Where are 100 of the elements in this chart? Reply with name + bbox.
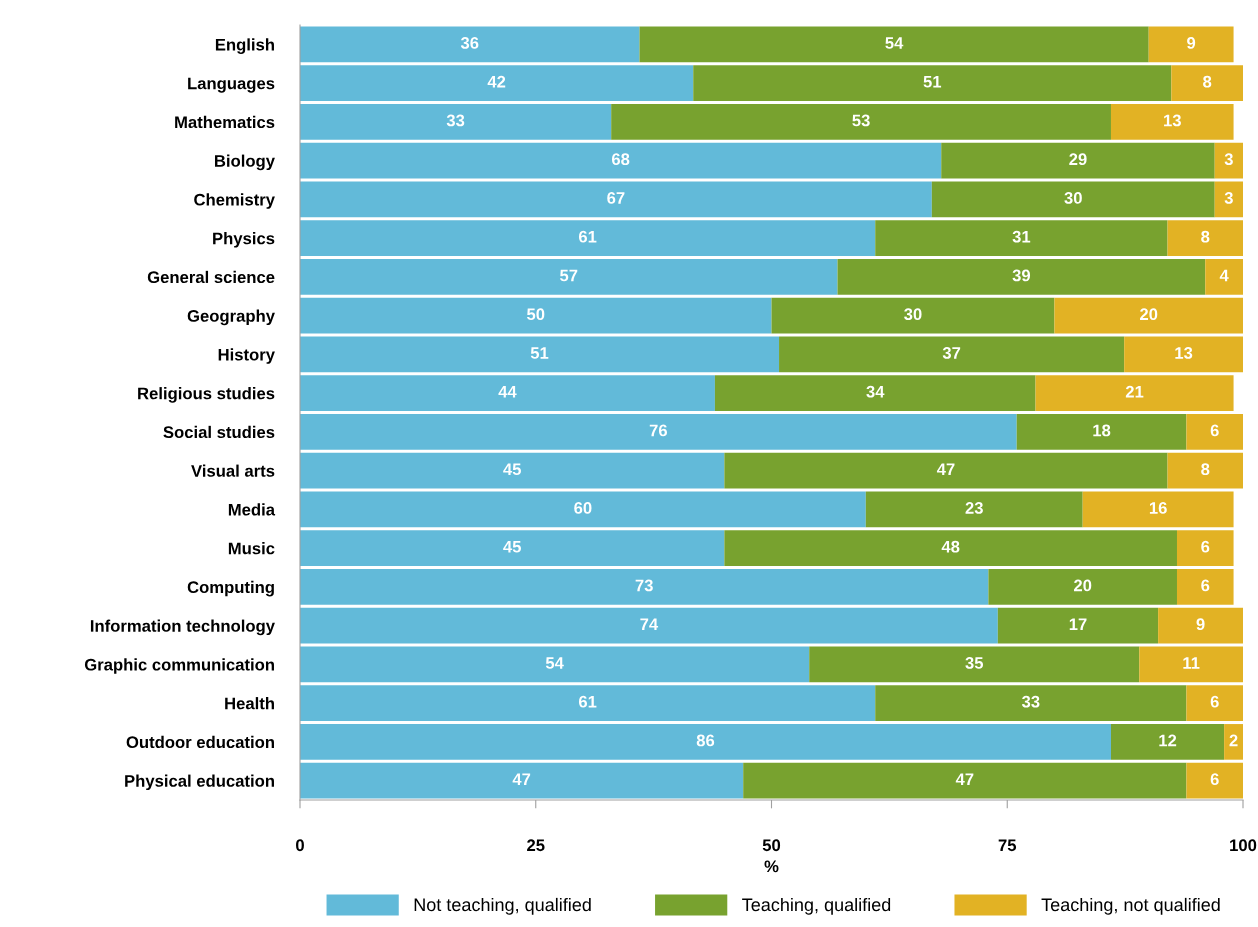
x-tick-label: 50 — [762, 839, 781, 852]
y-tick-label: Information technology — [90, 619, 275, 636]
bar — [1139, 646, 1243, 683]
y-tick-label: English — [215, 38, 274, 54]
data-label: 6 — [1201, 579, 1210, 592]
bar — [875, 685, 1187, 721]
bar — [1110, 104, 1234, 140]
bar — [837, 259, 1206, 295]
x-axis-title: % — [764, 860, 779, 873]
bar — [941, 142, 1215, 179]
bar — [300, 259, 838, 295]
bar — [1167, 452, 1243, 489]
data-label: 57 — [560, 269, 578, 282]
bar — [1035, 375, 1234, 411]
bar — [1176, 569, 1234, 605]
data-label: 9 — [1187, 37, 1196, 49]
data-label: 6 — [1210, 424, 1219, 437]
data-label: 13 — [1175, 347, 1193, 359]
data-label: 34 — [866, 385, 885, 398]
bar — [693, 65, 1172, 101]
data-label: 17 — [1069, 618, 1087, 630]
bar — [1148, 26, 1234, 63]
data-label: 45 — [503, 463, 521, 476]
data-label: 3 — [1224, 153, 1233, 166]
bar — [779, 336, 1125, 373]
y-tick-label: Languages — [188, 77, 275, 93]
data-label: 74 — [640, 618, 659, 630]
bar — [300, 65, 694, 101]
data-label: 86 — [696, 734, 715, 747]
data-label: 6 — [1210, 773, 1219, 786]
bar — [714, 375, 1036, 411]
bar — [300, 685, 876, 721]
data-label: 76 — [649, 424, 668, 437]
x-tick-label: 25 — [527, 839, 545, 852]
bar — [865, 491, 1083, 528]
data-label: 30 — [1064, 192, 1082, 204]
bar — [1171, 65, 1243, 101]
data-label: 23 — [965, 502, 983, 514]
data-label: 54 — [545, 657, 564, 669]
data-label: 29 — [1069, 153, 1087, 166]
bar — [300, 104, 612, 140]
data-label: 4 — [1219, 269, 1229, 282]
data-label: 39 — [1012, 269, 1031, 282]
data-label: 30 — [904, 308, 922, 321]
bar — [997, 607, 1159, 644]
bar — [1186, 685, 1243, 721]
bar — [300, 142, 942, 179]
data-label: 45 — [503, 540, 521, 553]
bar — [300, 530, 725, 566]
data-label: 33 — [1021, 695, 1040, 708]
bar — [300, 220, 876, 256]
data-label: 6 — [1201, 540, 1210, 553]
data-label: 13 — [1164, 114, 1181, 127]
y-tick-label: Social studies — [163, 425, 275, 439]
bar — [300, 491, 866, 528]
bar — [1082, 491, 1234, 528]
bar — [611, 104, 1111, 140]
y-tick-label: Biology — [215, 154, 275, 171]
data-label: 51 — [530, 347, 549, 359]
data-label: 53 — [852, 114, 870, 127]
legend-label: Not teaching, qualified — [414, 897, 591, 915]
bar — [1214, 181, 1243, 218]
bar — [1124, 336, 1243, 373]
bar — [1054, 297, 1243, 334]
bar — [300, 336, 780, 373]
legend-label: Teaching, not qualified — [1041, 897, 1220, 915]
bar — [743, 762, 1187, 799]
data-label: 20 — [1074, 579, 1092, 592]
data-label: 47 — [936, 463, 955, 475]
data-label: 16 — [1149, 502, 1167, 514]
bar — [1167, 220, 1243, 256]
bar — [1224, 724, 1243, 760]
data-label: 8 — [1201, 230, 1210, 243]
bar — [300, 414, 1017, 450]
bar — [1110, 724, 1225, 760]
bar — [300, 452, 725, 489]
y-tick-label: General science — [147, 270, 275, 284]
x-tick-label: 75 — [998, 839, 1017, 852]
data-label: 60 — [574, 502, 592, 514]
y-tick-label: Physics — [213, 232, 275, 248]
data-label: 61 — [578, 230, 597, 243]
bar — [300, 375, 715, 411]
bar — [875, 220, 1168, 256]
bar — [724, 452, 1168, 489]
data-label: 50 — [526, 308, 545, 321]
data-label: 35 — [965, 657, 984, 669]
data-label: 61 — [578, 695, 597, 708]
y-tick-label: Physical education — [125, 774, 274, 791]
data-label: 31 — [1012, 230, 1031, 243]
bar — [1205, 259, 1243, 295]
bar — [931, 181, 1215, 218]
data-label: 68 — [611, 153, 630, 166]
data-label: 8 — [1203, 75, 1212, 88]
bar — [1158, 607, 1243, 644]
bar — [809, 646, 1140, 683]
data-label: 21 — [1125, 385, 1144, 398]
y-tick-label: Chemistry — [194, 193, 275, 209]
data-label: 51 — [923, 75, 942, 88]
bar — [300, 762, 744, 799]
bar — [1186, 414, 1243, 450]
